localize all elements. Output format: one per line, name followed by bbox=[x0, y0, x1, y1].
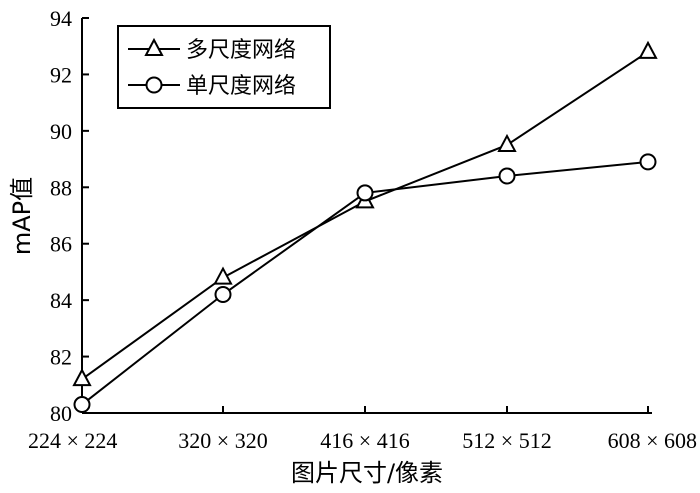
circle-marker bbox=[356, 184, 374, 202]
triangle-marker bbox=[213, 266, 233, 285]
series-layer bbox=[72, 40, 658, 414]
x-tick-label: 608 × 608 bbox=[608, 428, 697, 453]
y-tick-label: 80 bbox=[50, 401, 72, 426]
y-tick-label: 90 bbox=[50, 119, 72, 144]
triangle-marker bbox=[638, 40, 658, 59]
triangle-marker bbox=[72, 368, 92, 387]
y-tick-label: 84 bbox=[50, 288, 72, 313]
circle-marker bbox=[214, 286, 232, 303]
legend-circle-marker bbox=[145, 76, 163, 94]
y-tick-label: 86 bbox=[50, 232, 72, 257]
y-axis-title: mAP值 bbox=[8, 177, 36, 255]
circle-marker bbox=[498, 167, 516, 185]
x-axis-title: 图片尺寸/像素 bbox=[291, 459, 443, 487]
circle-marker bbox=[73, 396, 91, 414]
axes bbox=[81, 18, 652, 414]
x-tick-label: 224 × 224 bbox=[28, 428, 117, 453]
circle-marker bbox=[639, 153, 657, 171]
legend-label: 多尺度网络 bbox=[186, 38, 296, 63]
y-tick-label: 88 bbox=[50, 175, 72, 200]
x-tick-label: 512 × 512 bbox=[462, 428, 551, 453]
x-ticks: 224 × 224 320 × 320 416 × 416 512 × 512 608 … bbox=[28, 406, 697, 453]
x-tick-label: 416 × 416 bbox=[320, 428, 409, 453]
x-tick-label: 320 × 320 bbox=[178, 428, 267, 453]
y-ticks: 80 82 84 86 88 90 92 94 bbox=[50, 6, 89, 426]
y-tick-label: 92 bbox=[50, 62, 72, 87]
legend-label: 单尺度网络 bbox=[186, 74, 296, 99]
y-tick-label: 94 bbox=[50, 6, 72, 31]
y-tick-label: 82 bbox=[50, 345, 72, 370]
triangle-marker bbox=[497, 133, 517, 152]
legend-triangle-marker bbox=[144, 37, 164, 56]
